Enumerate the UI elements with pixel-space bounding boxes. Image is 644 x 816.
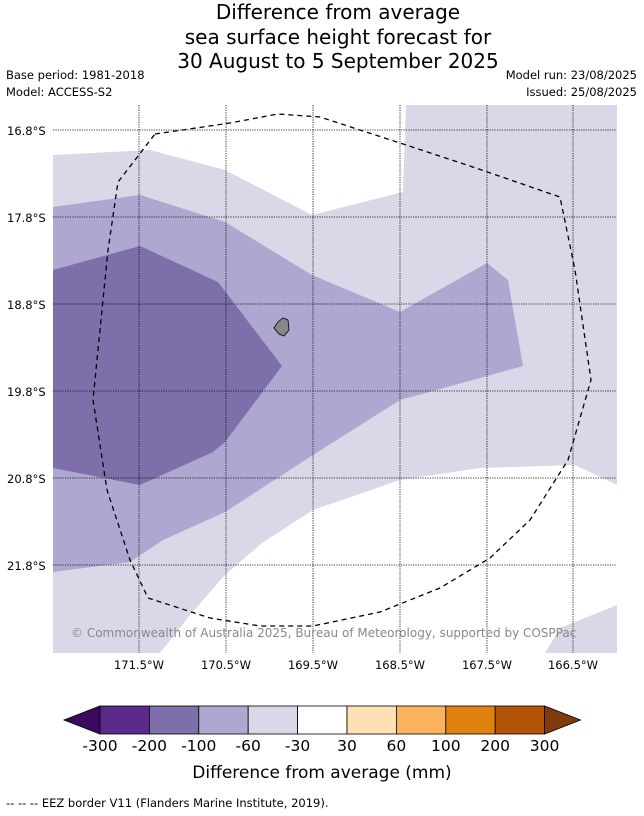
lon-label-5: 167.5°W bbox=[462, 658, 512, 672]
colorbar-tick-label-2: -200 bbox=[132, 737, 167, 755]
colorbar-bin-6 bbox=[346, 705, 397, 735]
lat-label-6: 21.8°S bbox=[7, 559, 46, 573]
eez-legend-note: -- -- -- EEZ border V11 (Flanders Marine… bbox=[6, 796, 329, 810]
lon-label-6: 166.5°W bbox=[548, 658, 598, 672]
lon-label-4: 168.5°W bbox=[375, 658, 425, 672]
colorbar-tick-label-3: -100 bbox=[181, 737, 216, 755]
colorbar-bin-2 bbox=[148, 705, 200, 735]
title-line-2: sea surface height forecast for bbox=[184, 24, 492, 49]
lat-label-1: 16.8°S bbox=[7, 124, 46, 138]
colorbar-tick-label-10: 300 bbox=[530, 737, 560, 755]
colorbar-bin-7 bbox=[395, 705, 447, 735]
colorbar-tick-label-6: 30 bbox=[337, 737, 357, 755]
model-name: Model: ACCESS-S2 bbox=[6, 85, 113, 99]
longitude-labels: 171.5°W 170.5°W 169.5°W 168.5°W 167.5°W … bbox=[114, 658, 598, 672]
graticule bbox=[53, 105, 617, 653]
title-line-3: 30 August to 5 September 2025 bbox=[177, 49, 499, 73]
map-title: Difference from average sea surface heig… bbox=[0, 0, 644, 74]
colorbar-bin-9 bbox=[494, 705, 546, 735]
contour-band-dark bbox=[53, 246, 282, 485]
lat-label-2: 17.8°S bbox=[7, 211, 46, 225]
colorbar-bin-1 bbox=[99, 705, 150, 735]
colorbar: -300 -200 -100 -60 -30 30 60 100 200 300 bbox=[62, 705, 582, 755]
lon-label-1: 171.5°W bbox=[114, 658, 164, 672]
metadata-right: Model run: 23/08/2025 Issued: 25/08/2025 bbox=[506, 67, 637, 101]
colorbar-bin-4 bbox=[247, 705, 298, 735]
colorbar-tick-label-7: 60 bbox=[387, 737, 407, 755]
colorbar-extend-high bbox=[544, 705, 582, 735]
colorbar-tick-label-8: 100 bbox=[431, 737, 461, 755]
base-period: Base period: 1981-2018 bbox=[6, 68, 145, 82]
colorbar-tick-label-9: 200 bbox=[480, 737, 510, 755]
colorbar-title: Difference from average (mm) bbox=[192, 763, 451, 783]
colorbar-tick-label-1: -300 bbox=[82, 737, 117, 755]
lon-label-2: 170.5°W bbox=[201, 658, 251, 672]
eez-border bbox=[92, 113, 592, 627]
copyright-text: © Commonwealth of Australia 2025, Bureau… bbox=[71, 626, 576, 640]
latitude-labels: 16.8°S 17.8°S 18.8°S 19.8°S 20.8°S 21.8°… bbox=[7, 124, 46, 573]
title-line-1: Difference from average bbox=[215, 0, 461, 24]
lon-label-3: 169.5°W bbox=[288, 658, 338, 672]
metadata-left: Base period: 1981-2018 Model: ACCESS-S2 bbox=[6, 67, 145, 101]
model-run: Model run: 23/08/2025 bbox=[505, 68, 637, 82]
island-niue bbox=[273, 317, 290, 337]
lat-label-3: 18.8°S bbox=[7, 298, 46, 312]
colorbar-extend-low bbox=[62, 705, 101, 735]
colorbar-tick-label-5: -30 bbox=[285, 737, 310, 755]
lat-label-4: 19.8°S bbox=[7, 385, 46, 399]
colorbar-tick-label-4: -60 bbox=[236, 737, 261, 755]
issued-date: Issued: 25/08/2025 bbox=[526, 85, 637, 99]
colorbar-bin-3 bbox=[198, 705, 249, 735]
colorbar-bin-8 bbox=[445, 705, 496, 735]
contour-band-light-corner bbox=[545, 605, 617, 653]
colorbar-bin-5 bbox=[297, 705, 348, 735]
sea-level-anomaly-field bbox=[53, 105, 617, 653]
lat-label-5: 20.8°S bbox=[7, 472, 46, 486]
